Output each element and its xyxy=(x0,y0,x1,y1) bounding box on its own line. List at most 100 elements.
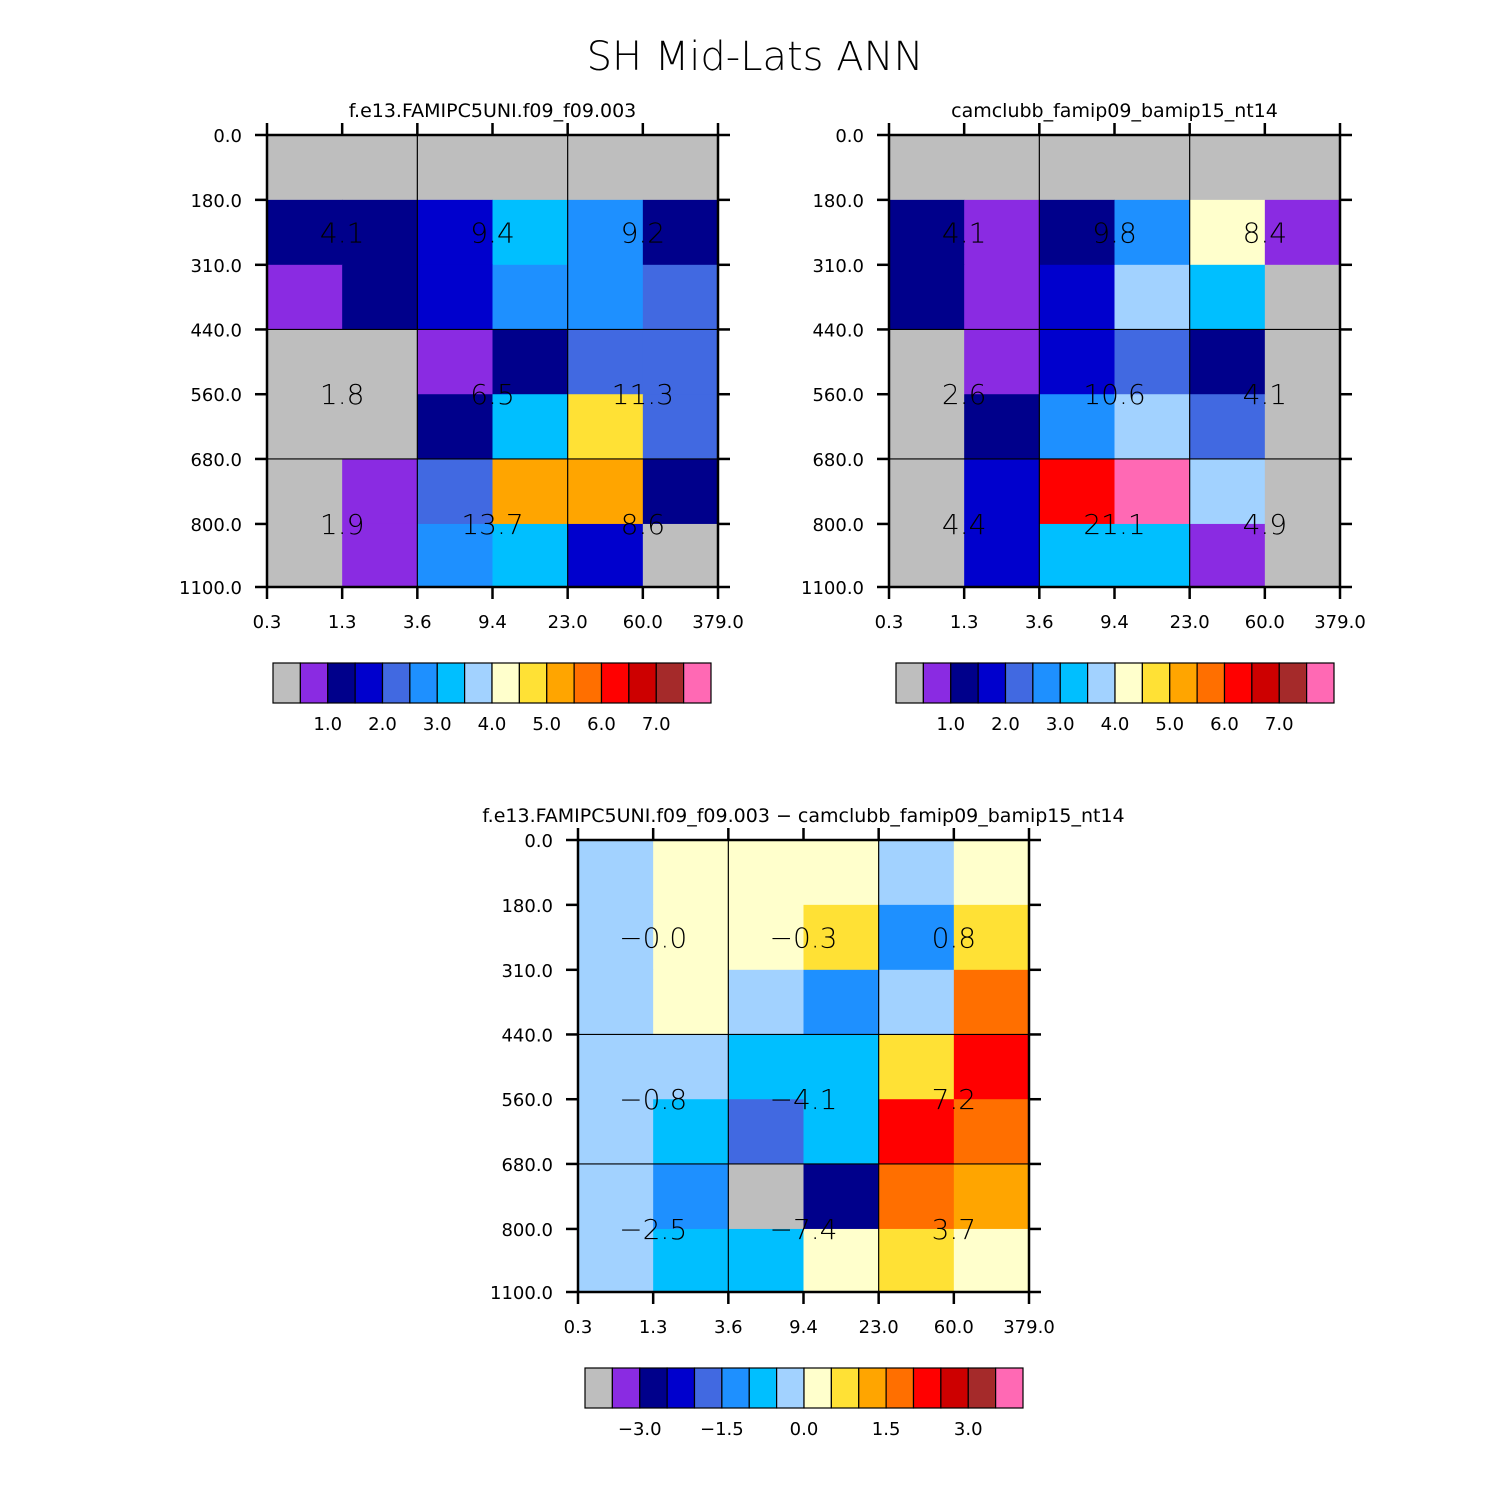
x-tick-label: 1.3 xyxy=(639,1317,668,1338)
heatmap-cell xyxy=(567,199,644,266)
heatmap-cell xyxy=(878,840,955,906)
heatmap-cell xyxy=(953,904,1030,971)
y-tick-label: 1100.0 xyxy=(490,1283,553,1304)
colorbar-label: 4.0 xyxy=(478,714,507,735)
heatmap-cell xyxy=(642,523,719,588)
heatmap-cell xyxy=(803,1163,880,1230)
heatmap-cell xyxy=(1264,523,1341,588)
heatmap-cell xyxy=(964,394,1040,460)
heatmap-cell xyxy=(417,523,493,588)
heatmap-cell xyxy=(578,969,654,1035)
colorbar-swatch xyxy=(464,662,493,704)
block-value-label: 9.8 xyxy=(1092,216,1137,249)
colorbar-swatch xyxy=(967,1367,997,1409)
colorbar-swatch xyxy=(327,662,356,704)
y-tick-label: 1100.0 xyxy=(801,578,864,599)
heatmap-cell xyxy=(267,264,343,330)
colorbar-swatch xyxy=(895,662,924,704)
heatmap-cell xyxy=(1189,458,1266,525)
heatmap-cell xyxy=(1189,394,1266,460)
y-tick-label: 680.0 xyxy=(501,1155,553,1176)
heatmap-cell xyxy=(803,1228,880,1293)
block-value-label: 3.7 xyxy=(932,1213,977,1246)
colorbar-swatch xyxy=(995,1367,1024,1409)
block-value-label: 8.6 xyxy=(621,508,666,541)
heatmap-cell xyxy=(889,329,965,395)
heatmap-cell xyxy=(342,458,418,525)
x-tick-label: 60.0 xyxy=(1245,612,1285,633)
heatmap-cell xyxy=(342,394,418,460)
heatmap-cell xyxy=(342,523,418,588)
colorbar-label: 1.0 xyxy=(936,714,965,735)
heatmap-cell xyxy=(728,1034,804,1100)
colorbar-label: −3.0 xyxy=(618,1419,662,1440)
heatmap-cell xyxy=(889,199,965,266)
y-tick-label: 0.0 xyxy=(835,126,864,147)
colorbar-swatch xyxy=(1278,662,1308,704)
y-tick-label: 310.0 xyxy=(190,256,242,277)
heatmap-cell xyxy=(267,135,343,201)
colorbar-label: 5.0 xyxy=(532,714,561,735)
heatmap-cell xyxy=(642,264,719,330)
colorbar-swatch xyxy=(940,1367,969,1409)
colorbar-swatch xyxy=(354,662,384,704)
colorbar-swatch xyxy=(858,1367,887,1409)
heatmap-cell xyxy=(1039,135,1115,201)
heatmap-cell xyxy=(492,199,569,266)
block-value-label: 4.4 xyxy=(942,508,987,541)
y-tick-label: 310.0 xyxy=(501,961,553,982)
colorbar-label: 2.0 xyxy=(368,714,397,735)
colorbar-swatch xyxy=(628,662,657,704)
heatmap-cell xyxy=(964,523,1040,588)
heatmap-cell xyxy=(653,1228,729,1293)
heatmap-cell xyxy=(953,1099,1030,1165)
heatmap-cell xyxy=(567,458,644,525)
heatmap-cell xyxy=(578,1099,654,1165)
heatmap-cell xyxy=(964,458,1040,525)
colorbar-label: 4.0 xyxy=(1101,714,1130,735)
heatmap-cell xyxy=(642,458,719,525)
heatmap-cell xyxy=(1039,329,1115,395)
heatmap-cell xyxy=(492,135,569,201)
colorbar-swatch xyxy=(584,1367,613,1409)
heatmap-cell xyxy=(1264,329,1341,395)
colorbar-label: 3.0 xyxy=(1046,714,1075,735)
colorbar-swatch xyxy=(1169,662,1198,704)
colorbar-swatch xyxy=(1059,662,1089,704)
heatmap-cell xyxy=(878,1163,955,1230)
panel-difference: f.e13.FAMIPC5UNI.f09_f09.003 − camclubb_… xyxy=(482,805,1124,1440)
heatmap-cell xyxy=(728,1099,804,1165)
colorbar-swatch xyxy=(803,1367,832,1409)
colorbar-swatch xyxy=(639,1367,668,1409)
heatmap-cell xyxy=(578,1034,654,1100)
x-tick-label: 0.3 xyxy=(875,612,904,633)
block-value-label: −7.4 xyxy=(770,1213,838,1246)
panel-title: f.e13.FAMIPC5UNI.f09_f09.003 − camclubb_… xyxy=(482,805,1124,827)
heatmap-cell xyxy=(417,458,493,525)
heatmap-cell xyxy=(878,1228,955,1293)
block-value-label: 1.9 xyxy=(320,508,365,541)
y-tick-label: 440.0 xyxy=(812,320,864,341)
x-tick-label: 3.6 xyxy=(1025,612,1054,633)
y-tick-label: 800.0 xyxy=(812,515,864,536)
x-tick-label: 1.3 xyxy=(950,612,979,633)
y-tick-label: 0.0 xyxy=(524,831,553,852)
x-tick-label: 3.6 xyxy=(403,612,432,633)
heatmap-cell xyxy=(953,1163,1030,1230)
heatmap-cell xyxy=(642,329,719,395)
heatmap-cell xyxy=(1039,264,1115,330)
heatmap-cell xyxy=(1114,394,1191,460)
heatmap-cell xyxy=(492,523,569,588)
y-tick-label: 560.0 xyxy=(812,385,864,406)
colorbar-swatch xyxy=(299,662,329,704)
heatmap-cell xyxy=(1189,264,1266,330)
heatmap-cell xyxy=(653,840,729,906)
colorbar-swatch xyxy=(1223,662,1253,704)
colorbar-swatch xyxy=(977,662,1007,704)
heatmap-cell xyxy=(653,904,729,971)
heatmap-cell xyxy=(964,264,1040,330)
heatmap-cell xyxy=(889,135,965,201)
colorbar-label: 3.0 xyxy=(423,714,452,735)
colorbar-swatch xyxy=(1196,662,1226,704)
heatmap-cell xyxy=(1039,523,1115,588)
